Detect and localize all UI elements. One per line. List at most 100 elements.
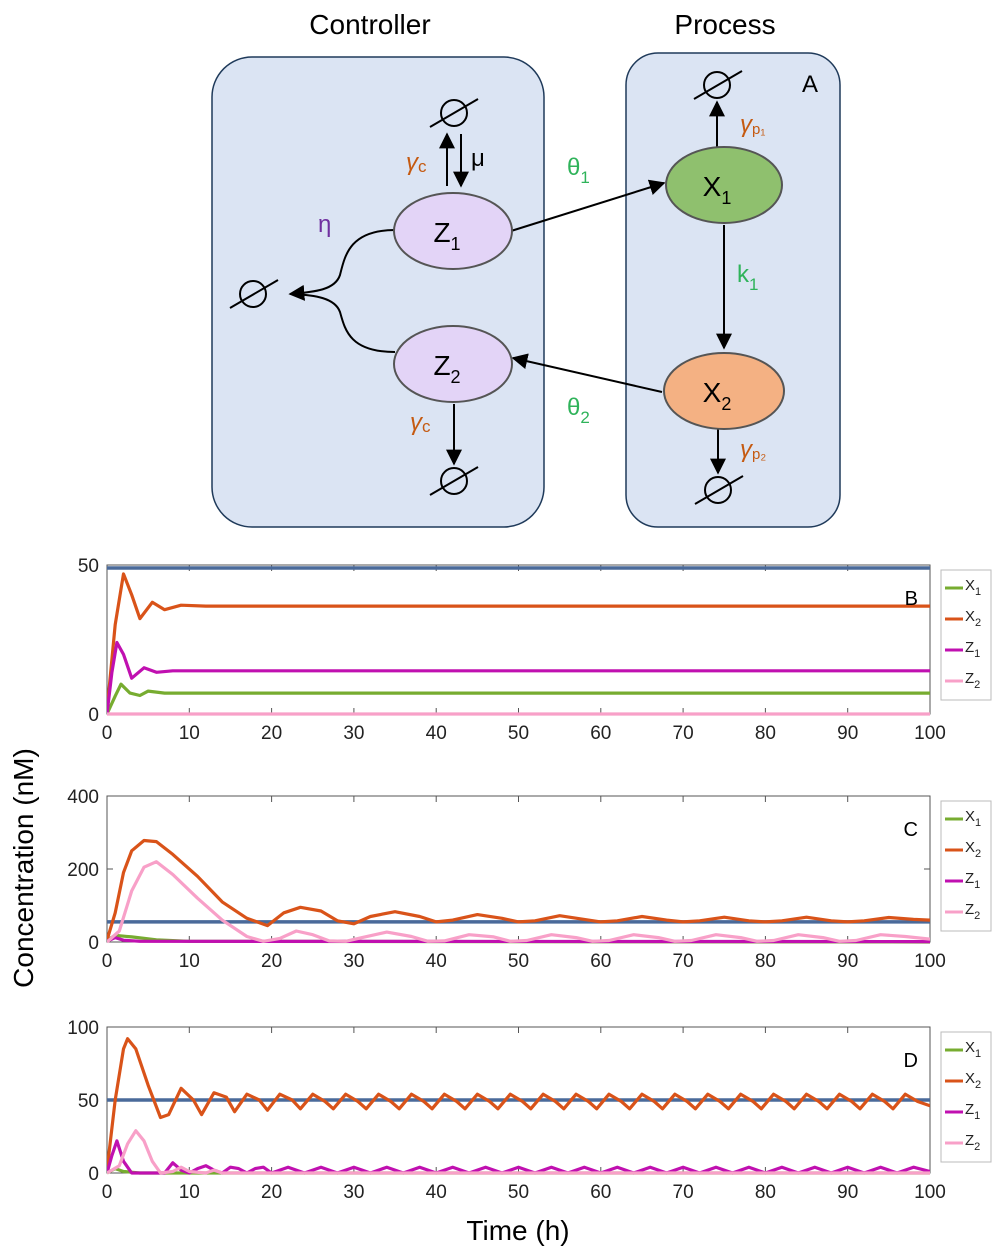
x-tick-label: 40: [426, 951, 447, 972]
legend-entry: Z2: [965, 901, 980, 922]
series-line-x2: [107, 1037, 930, 1171]
rate-gamma-p1: γp₁: [740, 111, 765, 138]
node-z1: Z1: [393, 192, 513, 270]
x-tick-label: 60: [590, 1182, 611, 1203]
x-tick-label: 70: [673, 1182, 694, 1203]
arrow-annihilation-upper: [288, 229, 396, 301]
y-tick-label: 0: [88, 933, 99, 954]
x-tick-label: 80: [755, 951, 776, 972]
chart-panel-d: 0 10 20 30 40 50 60 70 80 90 100 0 50 100 D X1 X2 Z1 Z2: [67, 1018, 992, 1203]
legend-box: [940, 800, 992, 932]
process-box: [625, 52, 841, 528]
x-tick-label: 0: [102, 951, 113, 972]
series-line-x2: [107, 572, 930, 712]
legend-entry: X2: [965, 839, 981, 860]
x-axis-label: Time (h): [466, 1215, 569, 1246]
arrow-theta1: [510, 179, 666, 232]
plot-area: [106, 795, 931, 943]
x-tick-label: 70: [673, 951, 694, 972]
y-tick-label: 0: [88, 705, 99, 726]
x-tick-label: 40: [426, 1182, 447, 1203]
x-tick-label: 80: [755, 723, 776, 744]
legend-entry: Z2: [965, 670, 980, 691]
process-title: Process: [674, 9, 775, 40]
legend-entry: Z1: [965, 1101, 980, 1122]
y-tick-label: 0: [88, 1164, 99, 1185]
svg-text:Z2: Z2: [433, 350, 460, 387]
legend-entry: X1: [965, 1039, 981, 1060]
x-tick-label: 0: [102, 723, 113, 744]
node-z2: Z2: [393, 325, 513, 403]
y-tick-label: 50: [78, 1091, 99, 1112]
legend-entry: Z1: [965, 639, 980, 660]
y-tick-label: 200: [67, 860, 99, 881]
x-tick-label: 60: [590, 951, 611, 972]
x-tick-label: 40: [426, 723, 447, 744]
x-tick-label: 50: [508, 1182, 529, 1203]
svg-text:X2: X2: [703, 377, 732, 414]
x-tick-label: 30: [343, 1182, 364, 1203]
legend-entry: X1: [965, 808, 981, 829]
y-tick-label: 50: [78, 556, 99, 577]
null-set-icon: [229, 279, 279, 309]
legend-entry: X1: [965, 577, 981, 598]
x-tick-label: 30: [343, 951, 364, 972]
panel-label-c: C: [904, 819, 918, 841]
null-set-icon: [694, 475, 744, 505]
legend-entry: Z1: [965, 870, 980, 891]
legend: X1 X2 Z1 Z2: [940, 1031, 992, 1163]
x-tick-label: 20: [261, 951, 282, 972]
plot-area: [106, 564, 931, 715]
series-line-z1: [107, 1139, 930, 1175]
x-tick-label: 50: [508, 951, 529, 972]
controller-box: [211, 56, 545, 528]
panel-label-d: D: [904, 1050, 918, 1072]
x-tick-label: 60: [590, 723, 611, 744]
x-tick-label: 70: [673, 723, 694, 744]
x-tick-label: 90: [837, 951, 858, 972]
null-set-icon: [429, 98, 479, 128]
legend-box: [940, 1031, 992, 1163]
rate-gamma-p2: γp₂: [740, 436, 766, 463]
node-x2: X2: [663, 352, 785, 430]
x-tick-label: 90: [837, 1182, 858, 1203]
x-tick-label: 10: [179, 951, 200, 972]
rate-gamma-c-top: γc: [406, 149, 427, 176]
x-tick-label: 100: [914, 1182, 946, 1203]
rate-theta2: θ2: [567, 394, 590, 427]
arrow-theta2: [511, 353, 663, 393]
x-tick-label: 80: [755, 1182, 776, 1203]
series-line-z2: [107, 1129, 930, 1175]
null-set-icon: [429, 466, 479, 496]
legend-entry: X2: [965, 1070, 981, 1091]
y-tick-label: 100: [67, 1018, 99, 1039]
rate-mu: μ: [471, 145, 485, 172]
x-tick-label: 100: [914, 951, 946, 972]
x-tick-label: 90: [837, 723, 858, 744]
null-set-icon: [693, 70, 743, 100]
x-tick-label: 10: [179, 723, 200, 744]
legend-box: [940, 569, 992, 701]
controller-title: Controller: [309, 9, 430, 40]
node-x1: X1: [665, 146, 783, 224]
rate-theta1: θ1: [567, 154, 590, 187]
legend-entry: X2: [965, 608, 981, 629]
chart-panel-c: 0 10 20 30 40 50 60 70 80 90 100 0 200 400 C X1 X2 Z1 Z2: [67, 787, 992, 972]
panel-label-b: B: [905, 588, 918, 610]
rate-k1: k1: [737, 261, 758, 294]
y-axis-label: Concentration (nM): [8, 748, 39, 988]
x-tick-label: 10: [179, 1182, 200, 1203]
legend: X1 X2 Z1 Z2: [940, 800, 992, 932]
series-line-x1: [107, 682, 930, 715]
x-tick-label: 30: [343, 723, 364, 744]
series-line-z2: [107, 860, 930, 944]
x-tick-label: 20: [261, 723, 282, 744]
controller-process-diagram: Controller Process A: [211, 9, 841, 528]
panel-label-a: A: [802, 71, 818, 98]
x-tick-label: 50: [508, 723, 529, 744]
svg-text:X1: X1: [703, 171, 732, 208]
rate-eta: η: [318, 211, 331, 238]
